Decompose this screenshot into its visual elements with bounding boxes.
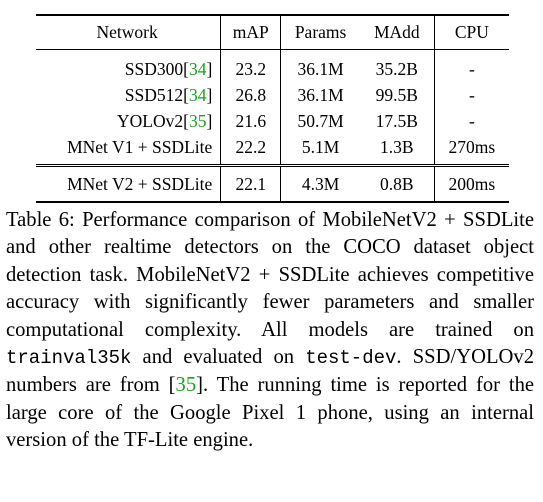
citation-link[interactable]: 34	[188, 59, 207, 79]
table-row: MNet V1 + SSDLite 22.2 5.1M 1.3B 270ms	[36, 134, 509, 166]
network-cell: SSD300[34]	[36, 49, 222, 82]
map-cell: 22.1	[220, 165, 282, 202]
madd-cell: 35.2B	[359, 49, 435, 82]
results-table: Network mAP Params MAdd CPU SSD300[34] 2…	[36, 14, 509, 203]
citation-link[interactable]: 34	[188, 85, 207, 105]
network-name: SSD300	[124, 59, 184, 79]
params-cell: 36.1M	[297, 59, 344, 79]
map-cell: 26.8	[220, 82, 282, 108]
params-cell: 50.7M	[297, 111, 344, 131]
cpu-cell: -	[468, 111, 475, 131]
table-caption: Table 6: Performance comparison of Mobil…	[6, 207, 534, 455]
caption-text: Table 6: Performance comparison of Mobil…	[6, 209, 534, 341]
network-cell: YOLOv2[35]	[36, 108, 222, 134]
table-row: SSD300[34] 23.2 36.1M 35.2B -	[36, 49, 509, 82]
caption-text: . SSD/YOLOv2 numbers are from [	[6, 346, 534, 397]
madd-cell: 0.8B	[359, 165, 435, 202]
table-header-row: Network mAP Params MAdd CPU	[36, 15, 509, 50]
map-cell: 22.2	[220, 134, 282, 166]
header-madd: MAdd	[359, 15, 435, 50]
map-cell: 23.2	[220, 49, 282, 82]
cpu-cell: 270ms	[448, 137, 496, 157]
params-cell: 36.1M	[297, 85, 344, 105]
cpu-cell: -	[468, 59, 475, 79]
citation-link[interactable]: 35	[175, 374, 197, 397]
header-params: Params	[294, 22, 347, 42]
network-cell: MNet V2 + SSDLite	[36, 165, 222, 202]
madd-cell: 99.5B	[359, 82, 435, 108]
table-row: SSD512[34] 26.8 36.1M 99.5B -	[36, 82, 509, 108]
cpu-cell: 200ms	[448, 174, 496, 194]
table-row-ours: MNet V2 + SSDLite 22.1 4.3M 0.8B 200ms	[36, 165, 509, 202]
caption-text: and evaluated on	[131, 346, 306, 369]
header-cpu: CPU	[454, 22, 489, 42]
network-cell: MNet V1 + SSDLite	[36, 134, 222, 166]
header-map: mAP	[220, 15, 282, 50]
cpu-cell: -	[468, 85, 475, 105]
map-cell: 21.6	[220, 108, 282, 134]
code-testdev: test-dev	[305, 347, 397, 370]
madd-cell: 1.3B	[359, 134, 435, 166]
network-name: SSD512	[124, 85, 184, 105]
caption-text: ]. The running time is reported for the …	[6, 374, 535, 452]
network-name: YOLOv2	[117, 111, 184, 131]
table-row: YOLOv2[35] 21.6 50.7M 17.5B -	[36, 108, 509, 134]
code-trainval: trainval35k	[6, 347, 132, 370]
params-cell: 4.3M	[301, 174, 340, 194]
citation-link[interactable]: 35	[188, 111, 207, 131]
network-cell: SSD512[34]	[36, 82, 222, 108]
header-network: Network	[36, 15, 222, 50]
params-cell: 5.1M	[301, 137, 340, 157]
madd-cell: 17.5B	[359, 108, 435, 134]
